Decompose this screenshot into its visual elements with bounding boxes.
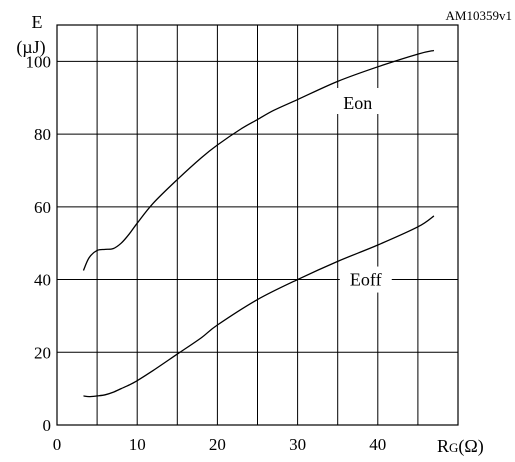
- x-tick-label: 20: [209, 435, 226, 454]
- x-tick-label: 40: [369, 435, 386, 454]
- label-mask-eon: [335, 88, 380, 114]
- y-tick-label: 0: [43, 416, 52, 435]
- y-tick-labels: 0 20 40 60 80 100: [26, 52, 52, 435]
- y-axis-unit: (µJ): [16, 37, 45, 58]
- x-axis-unit: (Ω): [458, 436, 483, 457]
- y-tick-label: 40: [34, 271, 51, 290]
- y-tick-label: 100: [26, 52, 52, 71]
- series-line-eon: [82, 49, 435, 271]
- y-tick-label: 60: [34, 198, 51, 217]
- series-label-eoff: Eoff: [350, 270, 382, 290]
- series-labels: Eon Eoff: [343, 93, 381, 290]
- series-label-eon: Eon: [343, 93, 372, 113]
- y-axis-symbol: E: [32, 12, 43, 32]
- x-tick-labels: 0 10 20 30 40: [53, 435, 387, 454]
- x-axis-symbol: R: [437, 436, 449, 456]
- plot-frame: [56, 24, 459, 426]
- series-group: [82, 49, 435, 398]
- reference-code: AM10359v1: [446, 8, 512, 23]
- y-axis-label: E: [32, 12, 43, 32]
- plot-border: [56, 24, 459, 426]
- grid: [57, 25, 458, 425]
- x-axis-subscript: G: [449, 440, 458, 455]
- series-line-eoff: [83, 215, 435, 398]
- y-tick-label: 20: [34, 343, 51, 362]
- y-tick-label: 80: [34, 125, 51, 144]
- x-tick-label: 30: [289, 435, 306, 454]
- label-mask-eoff: [339, 266, 392, 293]
- x-tick-label: 0: [53, 435, 62, 454]
- x-tick-label: 10: [129, 435, 146, 454]
- x-axis-label: RG(Ω): [437, 436, 484, 457]
